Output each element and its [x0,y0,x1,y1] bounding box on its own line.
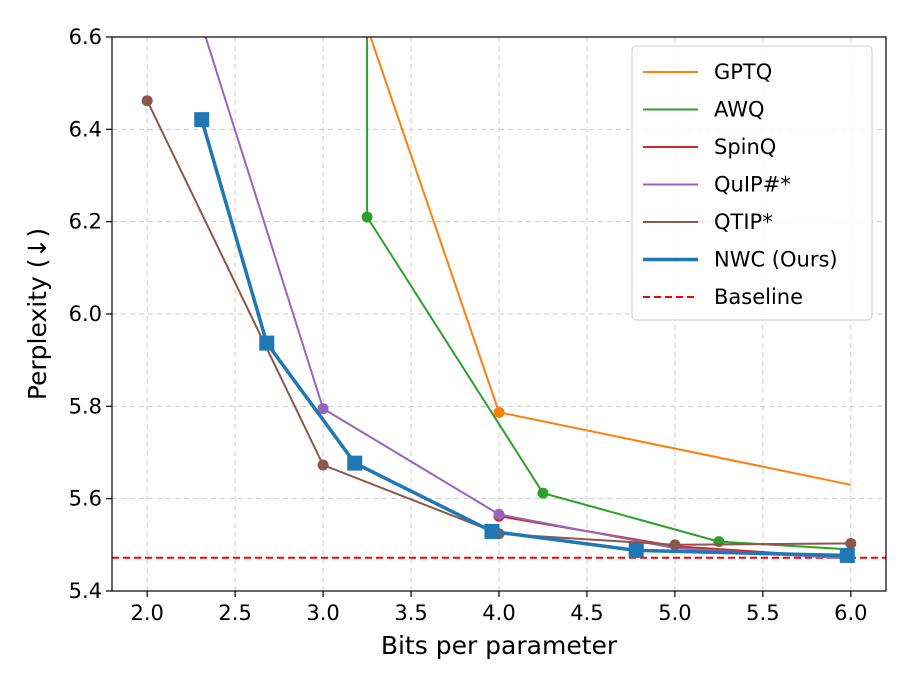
legend-label: GPTQ [714,60,772,84]
data-point-nwc-ours [839,547,855,563]
x-tick-label: 3.0 [306,601,339,625]
x-tick-label: 4.0 [482,601,515,625]
x-tick-label: 2.5 [218,601,251,625]
data-point-awq [361,211,373,223]
data-point-qtip [317,459,329,471]
legend-label: NWC (Ours) [714,248,838,272]
y-tick-label: 6.0 [69,302,102,326]
legend: GPTQ AWQ SpinQ QuIP#* QTIP* NWC (Ours) Baselin… [631,45,873,321]
data-point-nwc-ours [484,523,500,539]
x-tick-label: 4.5 [570,601,603,625]
legend-frame [631,45,873,321]
legend-label: QuIP#* [714,173,791,197]
x-tick-label: 3.5 [394,601,427,625]
data-point-gptq [493,406,505,418]
legend-label: SpinQ [714,135,776,159]
y-tick-label: 6.2 [69,210,102,234]
series-line-nwc-ours [200,119,848,558]
y-tick-label: 5.8 [69,394,102,418]
legend-label: Baseline [714,285,803,309]
data-point-nwc-ours [194,112,210,128]
x-tick-label: 5.5 [746,601,779,625]
y-tick-label: 6.4 [69,117,102,141]
x-tick-label: 2.0 [130,601,163,625]
x-tick-label: 6.0 [834,601,867,625]
data-point-quip [317,403,329,415]
series-gptq [369,37,852,486]
y-axis-label: Perplexity (↓) [23,228,52,400]
data-point-qtip [845,537,857,549]
data-point-quip [493,508,505,520]
data-point-qtip [141,95,153,107]
series-layer [141,37,857,563]
y-tick-label: 6.6 [69,25,102,49]
data-point-nwc-ours [259,335,275,351]
data-point-nwc-ours [347,455,363,471]
data-point-awq [537,487,549,499]
data-point-nwc-ours [628,542,644,558]
data-point-qtip [669,539,681,551]
y-tick-label: 5.4 [69,579,102,603]
legend-label: QTIP* [714,210,773,234]
y-tick-label: 5.6 [69,487,102,511]
legend-label: AWQ [714,98,765,122]
x-tick-label: 5.0 [658,601,691,625]
axis-ticks: 2.0 2.5 3.0 3.5 4.0 4.5 5.0 5.5 6.0 5.4 5.6 5.8 6.0 6… [69,25,868,625]
x-axis-label: Bits per parameter [381,631,618,660]
series-nwc-ours [194,112,855,563]
